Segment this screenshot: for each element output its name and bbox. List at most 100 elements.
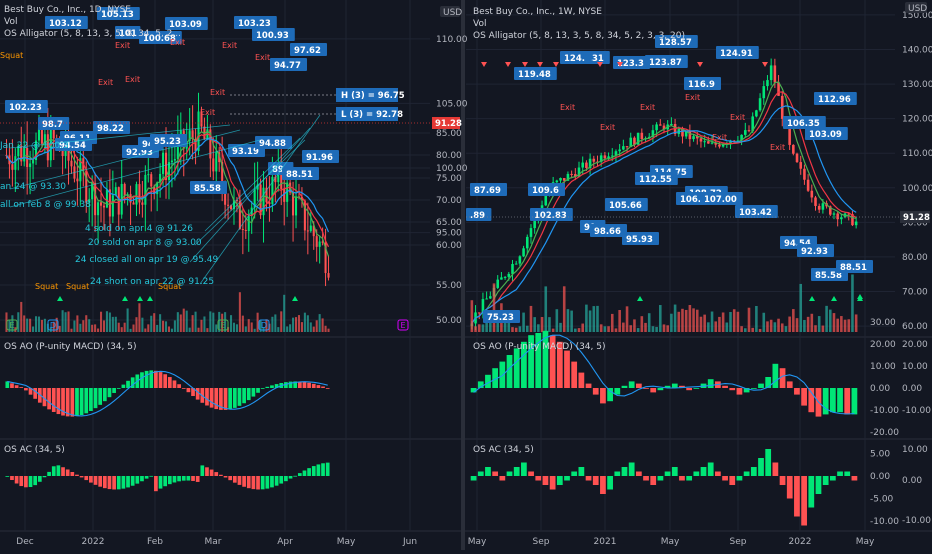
right-down-triangle	[553, 62, 559, 67]
right-candle-body	[718, 144, 721, 147]
left-price-tick: 65.00	[436, 218, 462, 228]
left-volume-bar	[185, 310, 188, 332]
right-candle-body	[777, 82, 780, 96]
left-badge-value: 101	[119, 29, 137, 39]
left-volume-bar	[283, 294, 286, 332]
right-volume-bar	[518, 326, 522, 332]
left-badge-value: 94.	[142, 140, 157, 150]
left-badge-value: 100.68	[143, 34, 176, 44]
right-price-badge	[814, 92, 857, 105]
left-candle-body	[176, 141, 179, 160]
right-ao-label: OS AO (P-unity MACD) (34, 5)	[473, 342, 606, 352]
right-usd-unit: USD	[908, 4, 927, 14]
left-ao-bar	[311, 383, 316, 388]
right-ao-bar	[693, 388, 700, 389]
right-candle-body	[688, 130, 692, 140]
left-volume-bar	[197, 327, 200, 332]
right-badge-value: 123.3	[617, 59, 644, 69]
right-volume-bar	[814, 325, 817, 332]
right-exit-label: Exit	[712, 133, 727, 142]
right-volume-bar	[792, 309, 795, 332]
right-volume-bar	[640, 316, 644, 332]
left-badge-value: 103.23	[238, 19, 271, 29]
right-ao-bar	[736, 388, 743, 395]
left-candle-body	[32, 160, 35, 164]
left-ac-bar	[209, 469, 214, 476]
left-volume-bar	[182, 308, 185, 332]
right-candle-body	[851, 214, 854, 226]
right-volume-bar	[522, 312, 525, 332]
right-ao-bar	[765, 377, 772, 388]
left-candle-body	[224, 184, 227, 205]
left-price-tick: 70.00	[436, 196, 462, 206]
trade-note-2: an 24 @ 93.30	[0, 182, 66, 192]
left-squat-label: Squat	[0, 51, 23, 60]
left-price-badge	[252, 28, 295, 41]
right-ac-bar	[671, 467, 678, 476]
left-usd-unit-box[interactable]	[440, 6, 460, 17]
left-volume-bar	[280, 311, 283, 332]
left-ao-bar	[144, 370, 149, 388]
left-candle-body	[303, 200, 306, 231]
right-badge-value: 112.96	[818, 95, 851, 105]
right-volume-bar	[485, 316, 488, 332]
left-candle-body	[218, 152, 221, 163]
right-ac-bar	[614, 471, 621, 476]
left-ao-bar	[219, 388, 223, 410]
right-candle-body	[477, 312, 481, 314]
left-ao-bar	[149, 370, 154, 388]
right-down-triangle	[537, 62, 543, 67]
left-volume-bar	[170, 328, 173, 332]
right-usd-unit-box[interactable]	[905, 2, 927, 13]
right-volume-bar	[570, 310, 573, 332]
right-ao-bar	[772, 363, 779, 388]
right-volume-bar	[810, 313, 814, 332]
right-ac-bar	[786, 476, 793, 499]
left-candle-body	[88, 199, 91, 203]
right-volume-bar	[544, 286, 548, 332]
right-ao-bar	[585, 383, 592, 388]
left-volume-bar	[194, 311, 197, 332]
right-candle-body	[555, 180, 559, 183]
left-ac-bar	[61, 467, 65, 476]
right-volume-bar	[780, 323, 784, 332]
left-ac-bar	[316, 464, 321, 476]
left-ao-bar	[47, 388, 51, 410]
right-badge-value: 103.42	[739, 208, 772, 218]
right-down-triangle	[617, 62, 623, 67]
left-volume-bar	[85, 315, 88, 332]
left-volume-bar	[64, 312, 67, 332]
left-ac-bar	[79, 476, 84, 478]
left-ao-bar	[177, 384, 181, 388]
left-volume-bar	[224, 312, 227, 332]
right-candle-body	[707, 141, 710, 144]
left-daily-chart[interactable]	[5, 92, 330, 332]
left-candle-body	[141, 202, 144, 205]
left-price-tick: 110.00	[436, 35, 468, 45]
right-candle-body	[740, 134, 743, 141]
right-ac-bar	[686, 476, 693, 481]
right-ao-bar	[549, 335, 556, 388]
right-ac-bar	[600, 476, 606, 494]
left-volume-bar	[289, 324, 292, 332]
right-volume-bar	[659, 305, 662, 332]
right-volume-bar	[625, 306, 629, 332]
right-ao-bar	[470, 388, 477, 393]
right-price-badge	[684, 77, 721, 90]
left-price-tick: 55.00	[436, 281, 462, 291]
right-candle-body	[533, 217, 536, 229]
left-volume-bar	[203, 316, 206, 332]
left-candle-body	[306, 230, 309, 232]
right-volume-bar	[533, 317, 536, 332]
right-candle-body	[803, 168, 806, 180]
left-badge-value: 103.12	[49, 19, 82, 29]
right-ao-bar	[750, 388, 757, 389]
left-ac-bar	[321, 463, 325, 476]
left-volume-bar	[209, 311, 212, 332]
left-exit-label: Exit	[98, 78, 113, 87]
left-volume-bar	[324, 325, 327, 332]
left-ac-bar	[242, 476, 246, 487]
right-volume-bar	[784, 326, 788, 332]
right-volume-bar	[489, 314, 492, 332]
